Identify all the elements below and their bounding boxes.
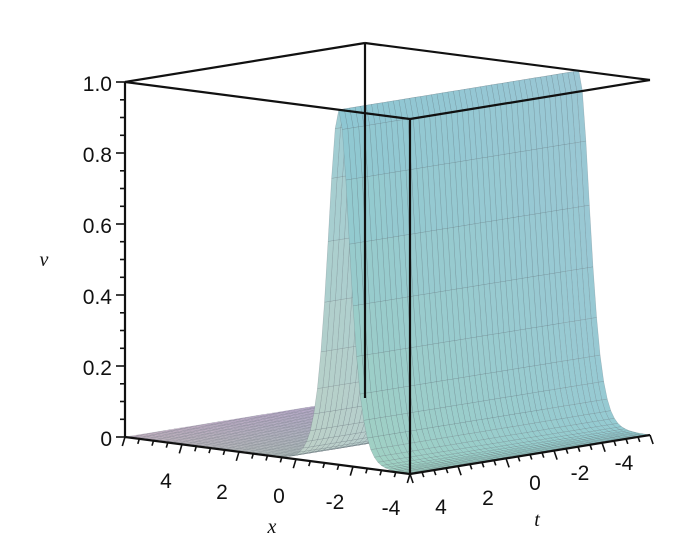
t-tick-mark [589,444,593,451]
bounding-box [123,41,651,476]
t-tick-mark [433,469,437,476]
z-tick-label: 0.4 [83,286,113,309]
x-tick-mark [208,447,212,454]
t-tick-mark [541,452,545,458]
t-tick-mark [553,450,558,460]
box-edge-top-left [124,41,366,84]
t-tick-mark [637,436,641,443]
t-tick-label: 2 [482,487,494,510]
t-tick-label: -4 [615,452,634,475]
x-tick-label: 0 [273,485,285,508]
x-axis-title: x [267,516,277,538]
x-tick-mark [393,471,397,478]
t-tick-mark [457,465,462,476]
x-tick-label: 2 [216,481,228,504]
t-tick-mark [625,438,629,445]
t-tick-mark [577,446,581,452]
x-tick-mark [178,444,183,454]
x-tick-mark [379,470,383,476]
t-tick-mark [481,462,485,468]
x-tick-mark [137,438,141,445]
x-tick-mark [265,455,269,461]
z-axis-title: v [40,249,49,271]
t-tick-mark [469,464,473,470]
z-tick-label: 0.2 [83,357,112,380]
z-tick-label: 0 [100,428,112,451]
x-tick-label: -2 [326,491,345,514]
x-tick-mark [222,449,226,456]
x-tick-mark [322,462,326,469]
t-tick-mark [421,471,425,478]
x-tick-mark [349,466,354,476]
x-tick-mark [406,473,411,484]
surface-mesh [124,70,651,475]
axis-ticks [116,81,654,484]
t-tick-mark [445,467,449,474]
x-tick-mark [121,436,126,447]
box-edge-top-right [409,78,651,121]
x-tick-mark [365,468,369,474]
x-tick-mark [151,440,155,446]
t-tick-mark [649,434,654,445]
x-tick-mark [292,458,297,469]
t-tick-mark [517,456,521,462]
z-tick-label: 1.0 [83,73,112,96]
t-axis-title: t [534,509,540,531]
t-tick-mark [565,448,569,454]
t-tick-mark [529,454,533,460]
x-tick-mark [279,457,283,463]
x-tick-mark [165,442,169,448]
t-tick-mark [493,460,497,466]
z-tick-label: 0.6 [83,215,112,238]
box-edge-top-back [364,41,651,82]
t-tick-mark [613,440,617,447]
x-tick-mark [251,453,255,459]
t-tick-mark [505,458,510,468]
t-tick-label: -2 [571,462,590,485]
x-tick-mark [194,446,198,452]
t-tick-label: 0 [529,472,541,495]
t-tick-mark [409,473,414,484]
x-tick-mark [336,464,340,471]
t-tick-mark [601,442,606,453]
t-tick-label: 4 [435,496,447,519]
z-tick-label: 0.8 [83,144,112,167]
x-tick-mark [308,460,312,467]
box-edge-top-front [124,80,411,121]
x-tick-label: 4 [160,470,172,493]
x-tick-mark [235,451,240,462]
x-tick-label: -4 [382,497,401,520]
